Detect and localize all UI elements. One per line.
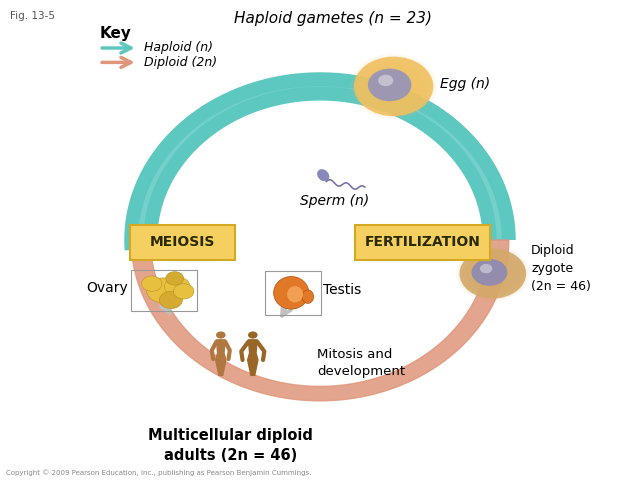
Text: Key: Key — [99, 26, 131, 41]
Circle shape — [461, 250, 525, 298]
Circle shape — [355, 58, 432, 115]
Circle shape — [353, 56, 435, 117]
Polygon shape — [131, 79, 509, 250]
Circle shape — [216, 331, 226, 339]
Ellipse shape — [317, 169, 330, 181]
Text: Haploid gametes (n = 23): Haploid gametes (n = 23) — [234, 11, 432, 25]
Circle shape — [460, 249, 526, 299]
Text: Sperm (n): Sperm (n) — [300, 194, 369, 208]
Circle shape — [378, 75, 393, 86]
Polygon shape — [131, 240, 509, 401]
Text: MEIOSIS: MEIOSIS — [150, 235, 215, 250]
Circle shape — [463, 251, 523, 296]
Circle shape — [173, 284, 194, 299]
Circle shape — [164, 277, 190, 296]
Circle shape — [354, 57, 433, 116]
Circle shape — [358, 60, 429, 113]
Circle shape — [360, 61, 427, 111]
Text: Fig. 13-5: Fig. 13-5 — [10, 11, 54, 21]
Circle shape — [141, 276, 162, 291]
Circle shape — [166, 272, 184, 285]
Circle shape — [368, 69, 412, 101]
Circle shape — [458, 248, 527, 300]
Text: Haploid (n): Haploid (n) — [144, 41, 213, 55]
FancyBboxPatch shape — [355, 225, 490, 260]
Ellipse shape — [287, 286, 303, 302]
Circle shape — [480, 264, 492, 273]
Text: FERTILIZATION: FERTILIZATION — [364, 235, 481, 250]
Ellipse shape — [302, 290, 314, 303]
Text: Mitosis and
development: Mitosis and development — [317, 348, 405, 378]
Polygon shape — [248, 340, 258, 375]
Text: Ovary: Ovary — [86, 281, 128, 295]
Circle shape — [472, 259, 508, 286]
Text: Copyright © 2009 Pearson Education, Inc., publishing as Pearson Benjamin Cumming: Copyright © 2009 Pearson Education, Inc.… — [6, 469, 312, 476]
Circle shape — [456, 246, 529, 301]
Text: Egg (n): Egg (n) — [440, 77, 490, 91]
Circle shape — [248, 331, 258, 339]
Ellipse shape — [274, 276, 309, 309]
Text: Testis: Testis — [323, 283, 362, 298]
Circle shape — [363, 63, 424, 109]
Text: Diploid
zygote
(2n = 46): Diploid zygote (2n = 46) — [531, 244, 591, 293]
Text: Multicellular diploid
adults (2n = 46): Multicellular diploid adults (2n = 46) — [148, 428, 313, 463]
Polygon shape — [216, 340, 226, 375]
Circle shape — [465, 253, 520, 294]
Circle shape — [350, 54, 437, 119]
FancyBboxPatch shape — [129, 225, 235, 260]
Circle shape — [147, 278, 180, 303]
Text: Diploid (2n): Diploid (2n) — [144, 56, 217, 69]
Circle shape — [159, 291, 182, 309]
Circle shape — [467, 254, 518, 293]
